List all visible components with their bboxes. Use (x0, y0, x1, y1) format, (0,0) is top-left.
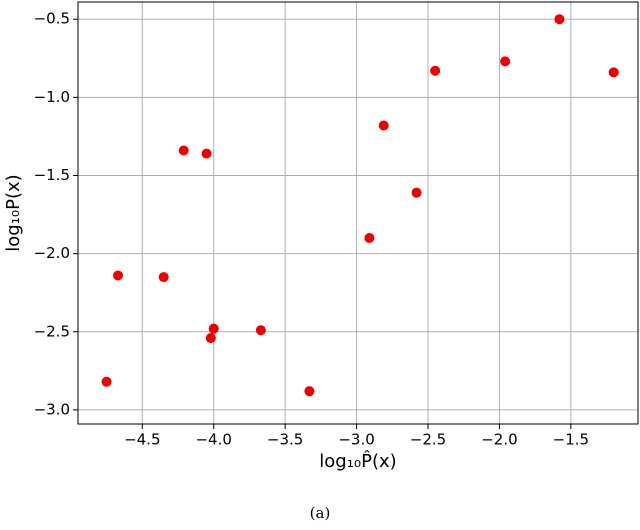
point (113, 270, 123, 281)
y-tick-label: −3.0 (34, 400, 70, 418)
point (430, 65, 441, 76)
point (378, 120, 389, 131)
x-tick-label: −4.5 (124, 431, 160, 449)
point (554, 14, 565, 25)
y-tick-label: −0.5 (34, 10, 70, 28)
x-tick-label: −1.5 (553, 431, 589, 449)
y-tick-label: −2.5 (34, 322, 70, 340)
point (411, 187, 422, 198)
plot-frame (77, 1, 639, 425)
point (500, 56, 511, 67)
x-axis-label: log₁₀P̂(x) (319, 451, 396, 472)
y-tick-label: −2.0 (34, 244, 70, 262)
x-tick-label: −2.0 (481, 431, 517, 449)
point (201, 148, 212, 159)
point (178, 145, 189, 156)
point (255, 325, 266, 336)
y-tick-label: −1.5 (34, 166, 70, 184)
x-tick-label: −3.0 (338, 431, 374, 449)
y-tick-label: −1.0 (34, 88, 70, 106)
x-tick-label: −2.5 (410, 431, 446, 449)
point (208, 323, 219, 334)
point (364, 233, 375, 244)
point (304, 386, 315, 397)
point (158, 272, 169, 283)
point (101, 376, 112, 387)
point (205, 333, 216, 344)
y-axis-label: log₁₀P(x) (3, 174, 24, 251)
point (608, 67, 619, 78)
caption: (a) (310, 504, 331, 522)
x-tick-label: −3.5 (267, 431, 303, 449)
x-tick-label: −4.0 (195, 431, 231, 449)
